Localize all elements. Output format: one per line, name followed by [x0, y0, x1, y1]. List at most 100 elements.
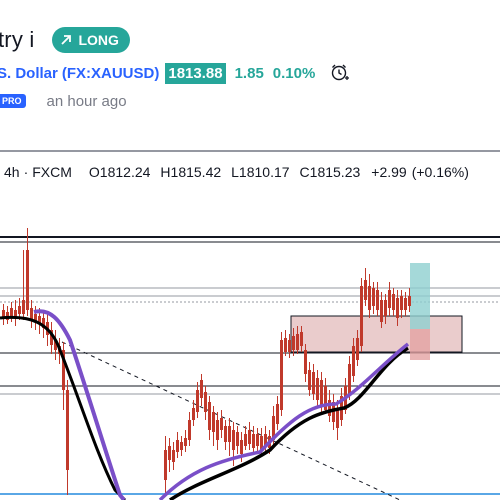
moving-average-black-right — [169, 346, 409, 500]
candle-body — [356, 338, 359, 360]
candle-body — [42, 318, 45, 328]
candle-body — [212, 412, 215, 432]
candle-body — [300, 332, 303, 346]
candle-body — [312, 372, 315, 394]
alarm-clock-icon[interactable] — [329, 62, 351, 84]
candle-body — [252, 434, 255, 448]
symbol-row: S. Dollar (FX:XAUUSD) 1813.88 1.85 0.10% — [0, 60, 351, 86]
legend-high: H1815.42 — [160, 164, 222, 180]
candle-body — [400, 296, 403, 310]
candle-body — [10, 308, 13, 316]
legend-change-percent: (+0.16%) — [411, 164, 469, 180]
idea-header: try i LONG S. Dollar (FX:XAUUSD) 1813.88… — [0, 0, 500, 150]
long-badge[interactable]: LONG — [52, 27, 130, 53]
arrow-up-right-icon — [61, 35, 72, 45]
candle-body — [368, 286, 371, 310]
last-price-badge: 1813.88 — [165, 62, 226, 84]
ticker-text: (FX:XAUUSD) — [61, 64, 160, 82]
candle-body — [296, 334, 299, 350]
candle-body — [272, 416, 275, 440]
candle-body — [216, 420, 219, 440]
chart-top-border — [0, 150, 500, 152]
take-profit-zone — [410, 263, 430, 329]
moving-average-purple-right — [158, 342, 410, 500]
legend-close: C1815.23 — [299, 164, 361, 180]
legend-change: +2.99 — [371, 164, 407, 180]
candle-body — [324, 386, 327, 410]
chart-canvas[interactable] — [0, 150, 500, 500]
candle-body — [364, 280, 367, 300]
legend-source: FXCM — [32, 164, 72, 180]
candle-body — [50, 330, 53, 345]
symbol-ticker-link[interactable]: (FX:XAUUSD) — [62, 65, 160, 82]
candle-body — [224, 426, 227, 442]
legend-separator: · — [23, 164, 29, 180]
chart-legend: 4h · FXCM O1812.24 H1815.42 L1810.17 C18… — [4, 162, 469, 182]
idea-title: try i — [0, 27, 35, 52]
stop-loss-zone — [410, 329, 430, 360]
candle-body — [376, 290, 379, 310]
candle-body — [288, 340, 291, 352]
candle-body — [240, 440, 243, 454]
price-chart[interactable]: 4h · FXCM O1812.24 H1815.42 L1810.17 C18… — [0, 150, 500, 500]
candle-body — [280, 340, 283, 410]
candle-body — [384, 300, 387, 316]
candle-body — [196, 390, 199, 412]
candle-body — [220, 418, 223, 430]
candle-body — [244, 434, 247, 446]
candle-body — [292, 336, 295, 350]
candle-body — [232, 430, 235, 450]
candle-body — [236, 432, 239, 446]
candle-body — [208, 402, 211, 430]
candle-body — [256, 434, 259, 446]
candle-body — [2, 310, 5, 318]
candle-body — [348, 364, 351, 394]
published-time: an hour ago — [46, 92, 127, 110]
candle-body — [164, 450, 167, 480]
pro-badge: PRO — [0, 94, 26, 108]
candle-body — [22, 300, 25, 314]
candle-body — [336, 408, 339, 428]
candle-body — [276, 404, 279, 424]
candle-body — [192, 408, 195, 420]
legend-open: O1812.24 — [88, 164, 151, 180]
long-badge-label: LONG — [78, 32, 119, 48]
candle-body — [184, 438, 187, 446]
symbol-name-link[interactable]: S. Dollar — [0, 64, 58, 82]
candle-body — [352, 346, 355, 376]
candle-body — [380, 300, 383, 322]
candle-body — [14, 310, 17, 318]
candle-body — [332, 402, 335, 422]
candle-body — [360, 286, 363, 346]
legend-low: L1810.17 — [231, 164, 290, 180]
candle-body — [304, 350, 307, 374]
candle-body — [38, 316, 41, 324]
idea-title-row: try i LONG — [0, 24, 130, 56]
candle-body — [66, 390, 69, 470]
candle-body — [180, 442, 183, 450]
candle-body — [392, 294, 395, 310]
candle-body — [284, 338, 287, 352]
candle-body — [176, 440, 179, 452]
candle-body — [308, 370, 311, 390]
candle-body — [188, 420, 191, 440]
candle-body — [26, 250, 29, 310]
candle-body — [264, 434, 267, 446]
candle-body — [320, 380, 323, 406]
candle-body — [388, 290, 391, 308]
candle-body — [328, 400, 331, 416]
candle-body — [228, 426, 231, 442]
moving-average-purple — [33, 309, 126, 500]
candle-body — [404, 298, 407, 310]
candle-body — [34, 314, 37, 322]
author-meta-row: PRO an hour ago — [0, 90, 127, 112]
candle-body — [168, 446, 171, 460]
candle-body — [30, 308, 33, 320]
candle-body — [372, 288, 375, 306]
candle-body — [54, 340, 57, 350]
dashed-trendline — [61, 341, 401, 500]
candle-body — [260, 436, 263, 450]
price-change-percent: 0.10% — [272, 64, 316, 82]
moving-average-black — [0, 315, 127, 500]
candle-body — [200, 380, 203, 398]
